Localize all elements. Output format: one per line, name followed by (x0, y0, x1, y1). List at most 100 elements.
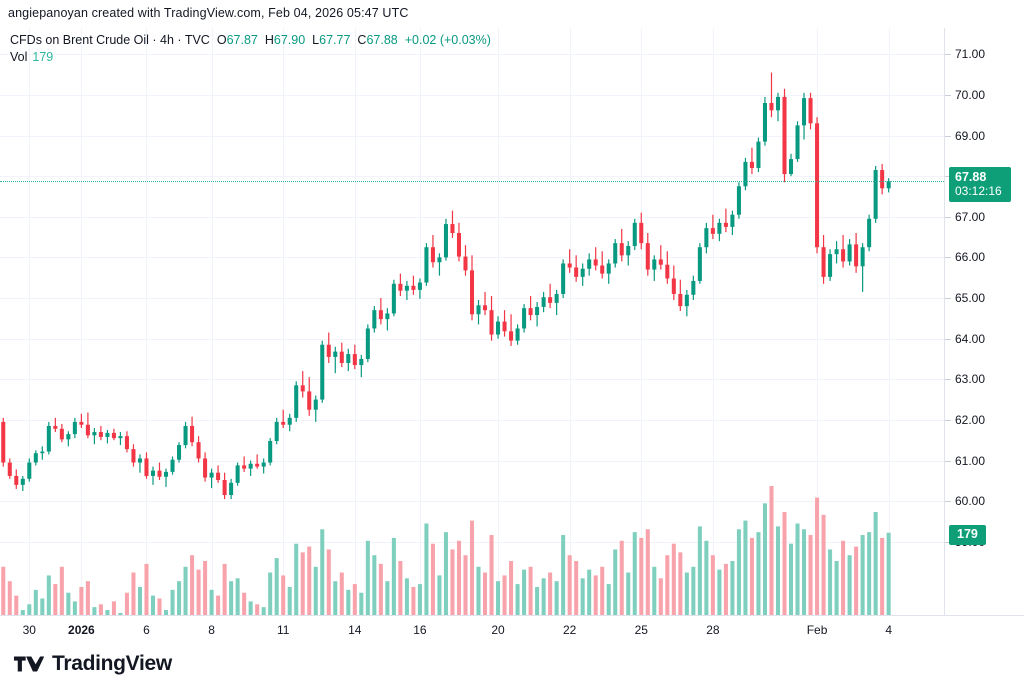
volume-bar (873, 511, 878, 615)
candle-body (684, 294, 689, 307)
volume-bar (242, 592, 247, 615)
chart-plot-area[interactable] (0, 28, 944, 616)
chart-pane: CFDs on Brent Crude Oil · 4h · TVC O67.87… (0, 28, 1024, 616)
candle-wick (770, 72, 773, 118)
gridline-vertical (283, 28, 284, 615)
volume-bar (313, 566, 318, 615)
volume-bar (424, 523, 429, 615)
gridline-vertical (29, 28, 30, 615)
volume-bar (378, 563, 383, 615)
volume-bar (626, 572, 631, 615)
candle-body (183, 425, 188, 446)
volume-bar (14, 595, 19, 615)
candle-body (443, 224, 448, 258)
volume-bar (535, 586, 540, 615)
current-volume-badge[interactable]: 179 (949, 524, 986, 545)
candle-wick (412, 275, 415, 295)
candle-body (222, 480, 227, 496)
candle-body (880, 170, 885, 189)
candle-body (170, 459, 175, 472)
candle-body (788, 159, 794, 175)
volume-bar (717, 569, 722, 615)
candle-wick (751, 147, 753, 175)
candle-body (40, 451, 45, 454)
candle-body (730, 214, 735, 227)
candle-wick (510, 314, 512, 346)
volume-bar (27, 604, 32, 615)
current-volume-value: 179 (957, 526, 978, 541)
candle-body (697, 247, 702, 281)
volume-bar (613, 549, 618, 615)
volume-bar (743, 520, 748, 615)
price-tick-mark (945, 298, 951, 299)
time-axis[interactable]: 30 2026 6 8 11 14 16 20 22 25 28 Feb 4 (0, 616, 944, 650)
price-tick-mark (945, 216, 951, 218)
time-tick-label: 28 (706, 623, 720, 637)
candle-body (652, 259, 657, 270)
candle-body (613, 243, 618, 264)
volume-bar (496, 581, 501, 615)
candle-body (535, 306, 540, 316)
volume-bar (639, 537, 644, 615)
candle-wick (712, 214, 714, 240)
volume-bar (430, 543, 435, 615)
time-tick-label: 25 (634, 623, 648, 637)
volume-bar (268, 572, 273, 615)
gridline-vertical (641, 28, 642, 615)
candle-wick (529, 295, 532, 321)
candle-body (59, 428, 64, 440)
volume-bar (196, 569, 201, 615)
gridline-vertical (355, 28, 356, 615)
candle-body (53, 425, 58, 429)
candle-body (255, 463, 260, 467)
volume-bar (72, 601, 77, 615)
volume-bar (229, 581, 234, 615)
candle-body (92, 432, 97, 436)
volume-bar (502, 575, 507, 615)
candle-body (476, 305, 481, 315)
volume-bar (365, 540, 370, 615)
volume-bar (300, 552, 305, 615)
volume-bar (222, 563, 227, 615)
volume-bar (463, 555, 468, 615)
candle-body (378, 310, 383, 320)
candle-wick (282, 409, 284, 428)
volume-bar (828, 549, 833, 615)
candle-body (33, 453, 38, 463)
current-price-badge[interactable]: 67.88 03:12:16 (949, 167, 1011, 202)
time-tick-label: 22 (562, 623, 577, 637)
volume-bar (788, 543, 794, 615)
candle-body (528, 308, 533, 316)
volume-bar (795, 523, 800, 615)
volume-bar (841, 540, 846, 615)
candle-body (828, 254, 833, 277)
volume-bar (183, 566, 188, 615)
volume-bar (359, 592, 364, 615)
gridline-vertical (81, 28, 82, 615)
volume-bar (1, 566, 6, 615)
volume-bar (762, 503, 767, 615)
candle-body (775, 96, 781, 111)
price-tick-mark (945, 94, 951, 96)
candle-wick (725, 208, 727, 233)
candle-body (294, 385, 299, 418)
candle-body (782, 96, 787, 175)
price-tick-label: 71.00 (955, 47, 986, 62)
volume-bar (574, 561, 579, 615)
candle-body (509, 331, 514, 341)
gridline-horizontal (0, 460, 944, 462)
candlestick-series (1, 72, 891, 615)
candle-body (860, 247, 865, 267)
candle-body (456, 233, 461, 257)
candle-body (489, 310, 494, 335)
volume-bar (216, 595, 221, 615)
gridline-horizontal (0, 216, 944, 218)
price-axis[interactable]: 71.0070.0069.0068.0067.0066.0065.0064.00… (944, 28, 1024, 616)
volume-bar (600, 566, 605, 615)
time-tick-label: 11 (276, 623, 290, 637)
volume-bar (150, 595, 156, 615)
volume-bar (561, 535, 566, 615)
candle-body (574, 267, 579, 277)
candle-body (300, 385, 305, 392)
volume-bar (587, 569, 592, 615)
